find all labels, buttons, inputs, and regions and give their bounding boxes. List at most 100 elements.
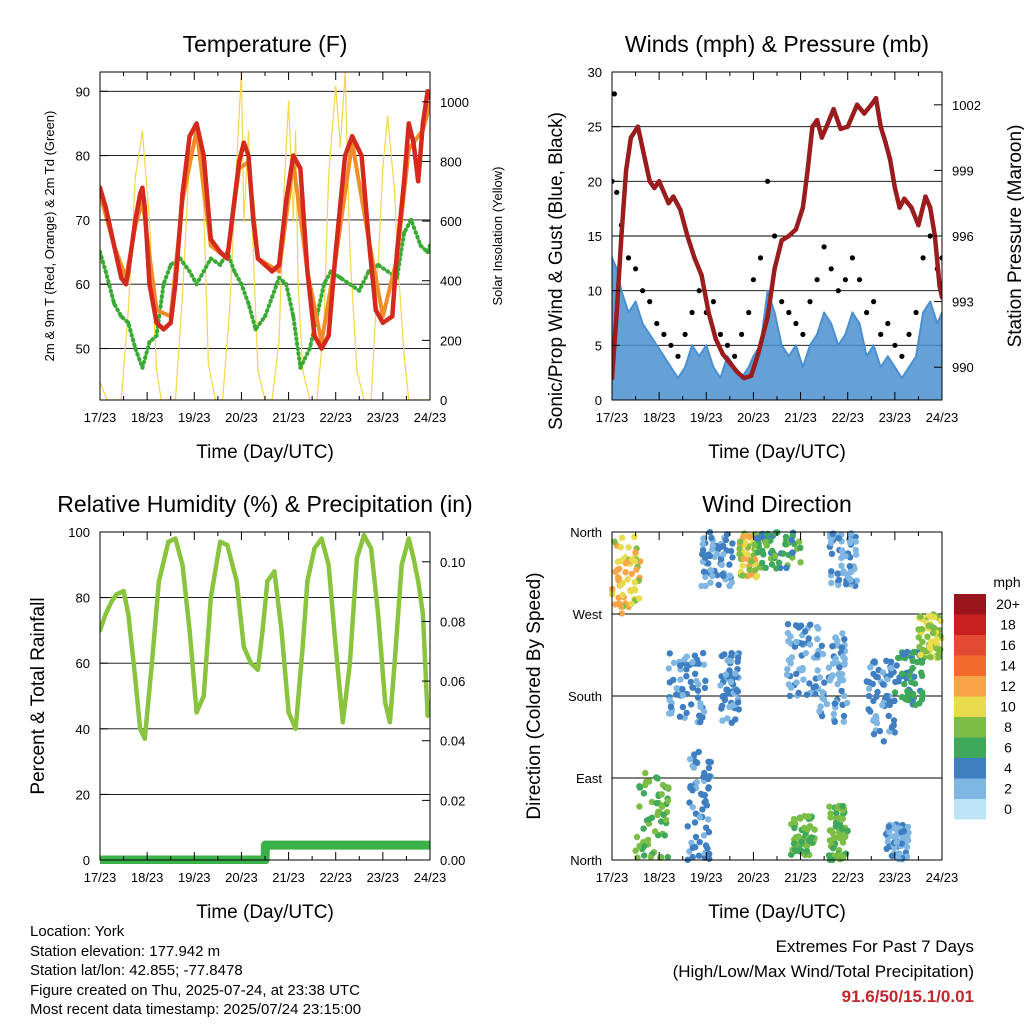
direction-point (795, 624, 803, 631)
rh-xtick-label: 22/23 (319, 870, 352, 885)
direction-point (640, 790, 648, 797)
direction-point (640, 825, 647, 832)
solar-line-point (327, 175, 330, 178)
extremes-box: Extremes For Past 7 Days (High/Low/Max W… (673, 934, 974, 1009)
direction-point (876, 727, 884, 735)
t2m-line-point (269, 269, 275, 274)
gust-point (807, 299, 813, 305)
pressure-line-point (720, 351, 726, 357)
rh-ytick-label: 80 (76, 591, 90, 606)
dewpoint-line-point (402, 230, 407, 235)
direction-point (797, 544, 804, 551)
direction-point (692, 833, 700, 841)
sustained-wind-line-point (893, 366, 896, 369)
gust-point (724, 342, 731, 348)
gust-point (835, 288, 841, 294)
pressure-line-point (909, 205, 914, 210)
temp-y2tick-label: 600 (440, 214, 462, 229)
direction-point (832, 655, 839, 662)
t2m-line-point (225, 256, 230, 261)
dewpoint-line-point (140, 365, 145, 370)
legend-label: 4 (1004, 760, 1012, 776)
direction-point (699, 806, 706, 813)
sustained-wind-line-point (936, 322, 939, 325)
direction-point (783, 564, 790, 571)
direction-point (802, 650, 809, 657)
direction-point (831, 718, 838, 725)
t2m-line-point (229, 217, 235, 223)
direction-point (695, 681, 702, 688)
t2m-line-point (236, 159, 242, 165)
direction-point (617, 603, 625, 610)
direction-point (707, 579, 714, 586)
gust-point (927, 233, 933, 239)
direction-point (704, 845, 711, 852)
direction-point (617, 557, 625, 565)
legend-label: 18 (1000, 617, 1016, 633)
rh-line-point (312, 546, 317, 551)
gust-point (786, 309, 792, 316)
legend-swatch (954, 717, 986, 738)
rh-line-point (241, 644, 247, 650)
pressure-line-point (635, 124, 641, 129)
direction-point (929, 629, 937, 637)
humidity-precip-panel: Relative Humidity (%) & Precipitation (i… (28, 491, 473, 923)
temp-y2tick-label: 800 (440, 154, 462, 169)
pressure-line-point (713, 336, 718, 342)
direction-point (653, 800, 660, 807)
t2m-line-point (111, 243, 117, 248)
gust-point (739, 331, 745, 337)
wind-direction-panel: Wind Direction Time (Day/UTC) 17/23 18/23 19… (524, 491, 958, 923)
direction-point (803, 825, 810, 832)
t2m-line-point (180, 191, 185, 197)
direction-point (700, 535, 708, 542)
sustained-wind-line-point (837, 344, 840, 347)
t2m-line-point (349, 134, 355, 139)
gust-point (746, 309, 752, 316)
direction-point (735, 654, 742, 662)
pressure-line-point (793, 227, 799, 232)
rh-xtick-label: 18/23 (131, 870, 164, 885)
direction-point (841, 659, 848, 667)
rh-line-point (392, 660, 397, 666)
direction-point (727, 678, 735, 686)
direction-point (813, 623, 821, 631)
t2m-line-point (305, 269, 310, 274)
gust-point (885, 320, 891, 327)
direction-point (660, 811, 667, 819)
direction-point (825, 664, 833, 671)
pressure-line-point (647, 179, 652, 184)
recent-timestamp: Most recent data timestamp: 2025/07/24 2… (30, 1001, 362, 1018)
dir-ytick-label: South (568, 689, 602, 704)
direction-point (827, 674, 835, 681)
direction-point (803, 691, 811, 698)
rh-ytick-label: 0 (83, 853, 90, 868)
direction-point (867, 664, 874, 671)
direction-point (664, 853, 671, 861)
pressure-line-point (692, 255, 697, 261)
direction-point (636, 784, 644, 791)
pressure-line-point (892, 185, 898, 191)
rh-line-point (126, 611, 131, 617)
direction-point (828, 579, 835, 587)
pressure-line-point (612, 375, 615, 381)
direction-point (657, 854, 664, 861)
legend-swatch (954, 696, 986, 717)
solar-line-point (297, 279, 299, 282)
gust-point (625, 255, 632, 261)
direction-point (870, 731, 878, 738)
extremes-values: 91.6/50/15.1/0.01 (841, 987, 974, 1006)
dewpoint-line-point (425, 250, 430, 255)
direction-point (839, 570, 847, 577)
direction-point (699, 541, 706, 548)
direction-point (795, 538, 803, 545)
direction-point (718, 561, 725, 568)
rh-y2tick-label: 0.02 (440, 793, 465, 808)
rh-line-point (103, 611, 108, 617)
legend-swatch (954, 635, 986, 656)
dewpoint-line-point (126, 320, 131, 325)
direction-point (839, 839, 847, 846)
rh-line-point (187, 628, 192, 633)
dewpoint-line-point (347, 282, 352, 287)
sustained-wind-line-point (684, 366, 687, 369)
